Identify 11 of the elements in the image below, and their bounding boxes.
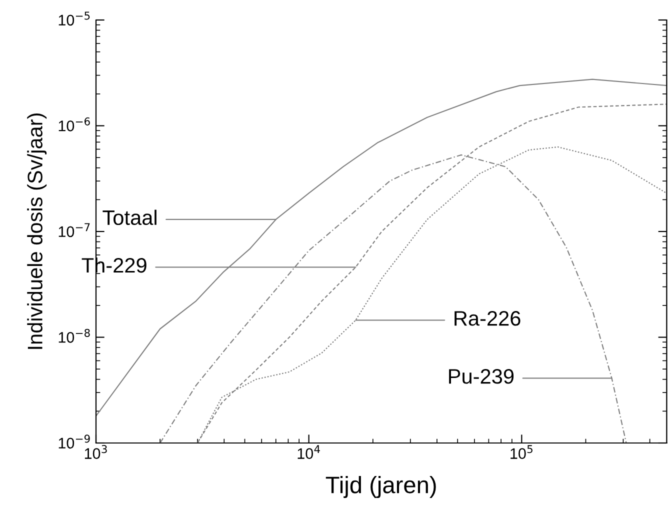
y-tick-label: 10$^{−7}$ xyxy=(58,223,90,238)
annotation: Pu-239 xyxy=(449,369,514,384)
annotation: Totaal xyxy=(102,210,156,226)
x-tick-label: 10$^{5}$ xyxy=(510,445,532,459)
y-tick-label: 10$^{−6}$ xyxy=(58,117,90,132)
x-tick-label: 10$^{4}$ xyxy=(298,445,320,459)
y-tick-label: 10$^{−5}$ xyxy=(58,12,90,26)
y-axis-title: Individuele dosis (Sv/jaar) xyxy=(27,114,47,349)
x-axis-title: Tijd (jaren) xyxy=(326,476,436,498)
y-tick-label: 10$^{−8}$ xyxy=(58,328,90,343)
annotation: Ra-226 xyxy=(454,311,520,326)
